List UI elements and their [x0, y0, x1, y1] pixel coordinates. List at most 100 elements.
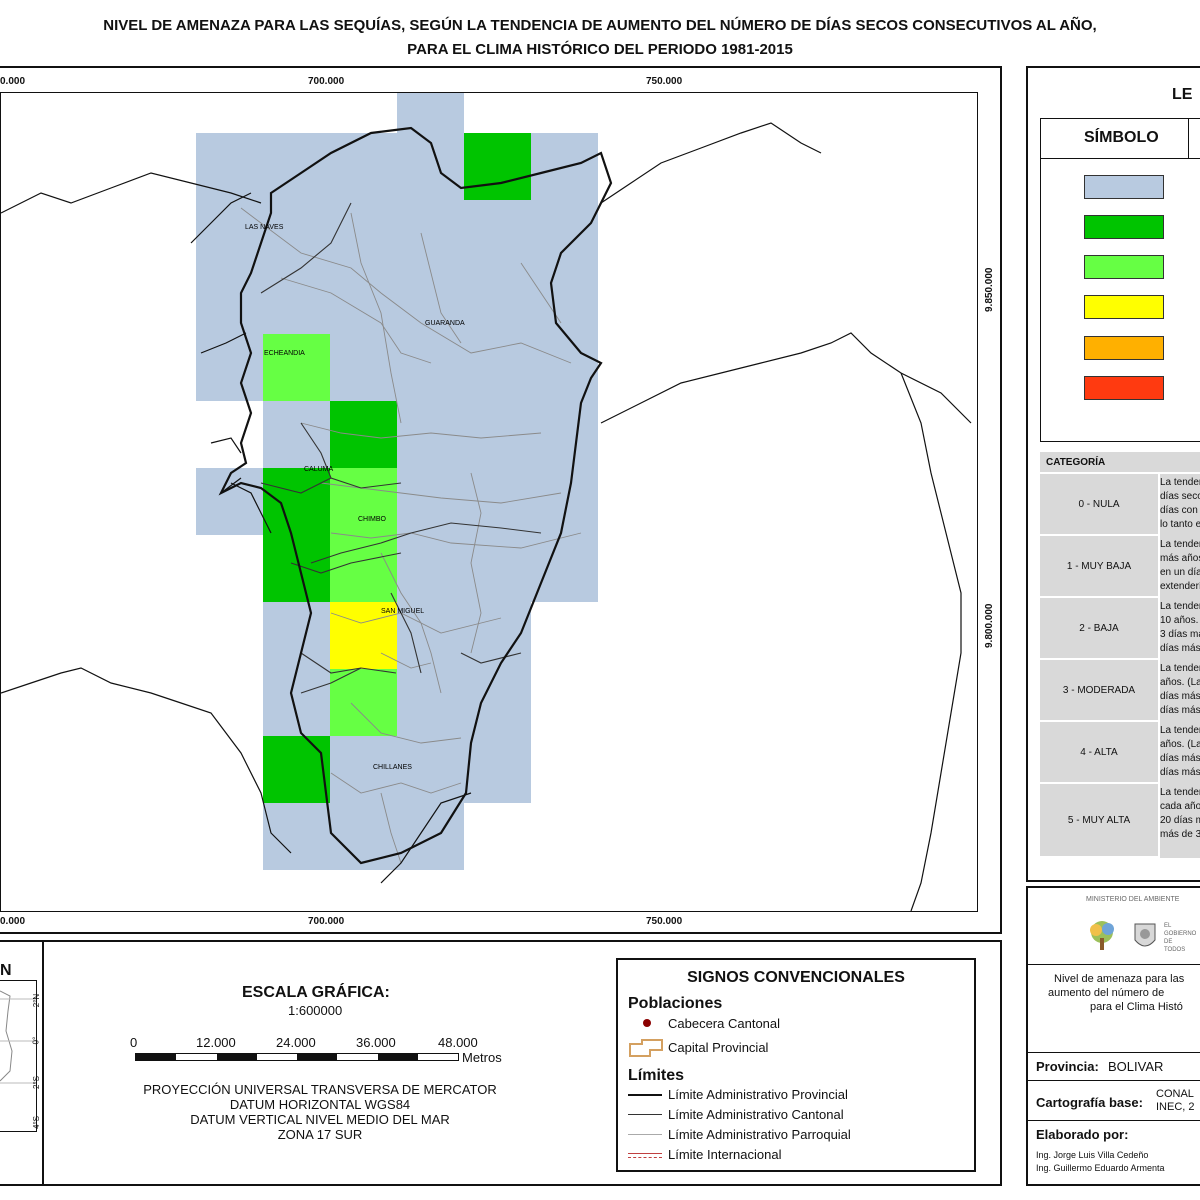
- coord-top-1: 0.000: [0, 76, 26, 87]
- grid-cell-nula: [464, 267, 531, 334]
- scale-panel: [42, 940, 1002, 1186]
- grid-cell-muy-baja: [263, 736, 330, 803]
- coord-bottom-1: 0.000: [0, 916, 26, 927]
- grid-cell-nula: [330, 334, 397, 401]
- place-san-miguel: SAN MIGUEL: [381, 608, 424, 615]
- province-boundary: [218, 126, 613, 865]
- grid-cell-nula: [263, 669, 330, 736]
- place-echeandia: ECHEANDIA: [264, 350, 305, 357]
- carto-value: CONAL INEC, 2: [1156, 1088, 1195, 1113]
- map-title-line2: PARA EL CLIMA HISTÓRICO DEL PERIODO 1981…: [407, 41, 793, 58]
- category-name: 1 - MUY BAJA: [1040, 536, 1158, 596]
- coord-bottom-3: 750.000: [646, 916, 683, 927]
- grid-cell-nula: [397, 468, 464, 535]
- grid-cell-nula: [330, 133, 397, 200]
- grid-cell-baja: [330, 535, 397, 602]
- grid-cell-baja: [330, 468, 397, 535]
- parish-line-icon: [628, 1134, 662, 1135]
- grid-cell-nula: [397, 334, 464, 401]
- grid-cell-muy-baja: [263, 535, 330, 602]
- swatch-moderada: [1084, 295, 1164, 319]
- inset-title: N: [0, 962, 12, 979]
- place-chimbo: CHIMBO: [358, 516, 387, 523]
- category-name: 0 - NULA: [1040, 474, 1158, 534]
- ministry-label: MINISTERIO DEL AMBIENTE: [1086, 896, 1180, 903]
- gov-label: EL GOBIERNO DE TODOS: [1164, 923, 1197, 953]
- category-description: La tendencia esmás años. (Lasen un día y…: [1160, 536, 1200, 598]
- category-description: La tendencia escada año. (Las20 días más…: [1160, 784, 1200, 858]
- scale-tick-3: 36.000: [356, 1035, 396, 1050]
- credits-description: Nivel de amenaza para las aumento del nú…: [1048, 973, 1185, 1013]
- credits-panel: [1026, 886, 1200, 1186]
- legend-swatches: [1028, 0, 1200, 1200]
- grid-cell-muy-baja: [263, 468, 330, 535]
- canton-boundaries: [260, 202, 542, 694]
- scale-bar: [135, 1053, 459, 1061]
- grid-cell-nula: [397, 535, 464, 602]
- grid-cell-nula: [397, 736, 464, 803]
- populations-header: Poblaciones: [628, 995, 723, 1012]
- grid-cell-nula: [397, 401, 464, 468]
- ministry-tree-logo: [1084, 918, 1120, 954]
- grid-cell-nula: [397, 267, 464, 334]
- grid-cell-nula: [531, 334, 598, 401]
- grid-cell-nula: [397, 669, 464, 736]
- cabecera-label: Cabecera Cantonal: [668, 1016, 781, 1031]
- cabecera-icon: [643, 1019, 651, 1027]
- grid-cell-nula: [531, 535, 598, 602]
- provincial-line-icon: [628, 1094, 662, 1096]
- grid-cell-nula: [397, 200, 464, 267]
- swatch-muy-baja: [1084, 215, 1164, 239]
- province-label: Provincia:: [1036, 1059, 1099, 1074]
- grid-cell-baja: [263, 334, 330, 401]
- limit-cantonal: Límite Administrativo Cantonal: [668, 1107, 844, 1122]
- coord-bottom-2: 700.000: [308, 916, 345, 927]
- grid-cell-nula: [330, 803, 397, 870]
- swatch-alta: [1084, 336, 1164, 360]
- grid-cell-nula: [531, 401, 598, 468]
- grid-cell-nula: [263, 803, 330, 870]
- made-by-label: Elaborado por:: [1036, 1127, 1129, 1142]
- map-canvas: LAS NAVES GUARANDA ECHEANDIA CALUMA CHIM…: [1, 93, 972, 911]
- grid-cell-nula: [464, 200, 531, 267]
- coord-right-2: 9.800.000: [984, 603, 995, 649]
- grid-cell-nula: [263, 267, 330, 334]
- grid-cell-nula: [196, 267, 263, 334]
- coord-top-2: 700.000: [308, 76, 345, 87]
- limit-provincial: Límite Administrativo Provincial: [668, 1087, 848, 1102]
- authors: Ing. Jorge Luis Villa Cedeño Ing. Guille…: [1036, 1150, 1165, 1173]
- grid-cell-nula: [196, 200, 263, 267]
- category-name: 3 - MODERADA: [1040, 660, 1158, 720]
- grid-cell-nula: [196, 133, 263, 200]
- grid-cell-nula: [196, 334, 263, 401]
- grid-cell-nula: [531, 200, 598, 267]
- category-description: La tendencia esaños. (Las sequdías más h…: [1160, 660, 1200, 722]
- grid-cell-nula: [531, 267, 598, 334]
- grid-cell-nula: [464, 468, 531, 535]
- category-name: 2 - BAJA: [1040, 598, 1158, 658]
- category-name: 4 - ALTA: [1040, 722, 1158, 782]
- place-las-naves: LAS NAVES: [245, 224, 284, 231]
- signs-panel: [616, 958, 976, 1172]
- capital-label: Capital Provincial: [668, 1040, 769, 1055]
- parish-boundaries: [240, 207, 582, 864]
- grid-cell: [397, 93, 464, 133]
- grid-cell-nula: [531, 468, 598, 535]
- international-line-icon: [628, 1153, 662, 1158]
- map-area[interactable]: LAS NAVES GUARANDA ECHEANDIA CALUMA CHIM…: [0, 92, 978, 912]
- grid-cell-nula: [464, 669, 531, 736]
- grid-cell-nula: [263, 200, 330, 267]
- place-chillanes: CHILLANES: [373, 764, 412, 771]
- category-name: 5 - MUY ALTA: [1040, 784, 1158, 856]
- scale-tick-4: 48.000: [438, 1035, 478, 1050]
- scale-tick-1: 12.000: [196, 1035, 236, 1050]
- map-title-line1: NIVEL DE AMENAZA PARA LAS SEQUÍAS, SEGÚN…: [103, 17, 1097, 34]
- grid-cell-baja: [330, 669, 397, 736]
- inset-map: [0, 980, 37, 1132]
